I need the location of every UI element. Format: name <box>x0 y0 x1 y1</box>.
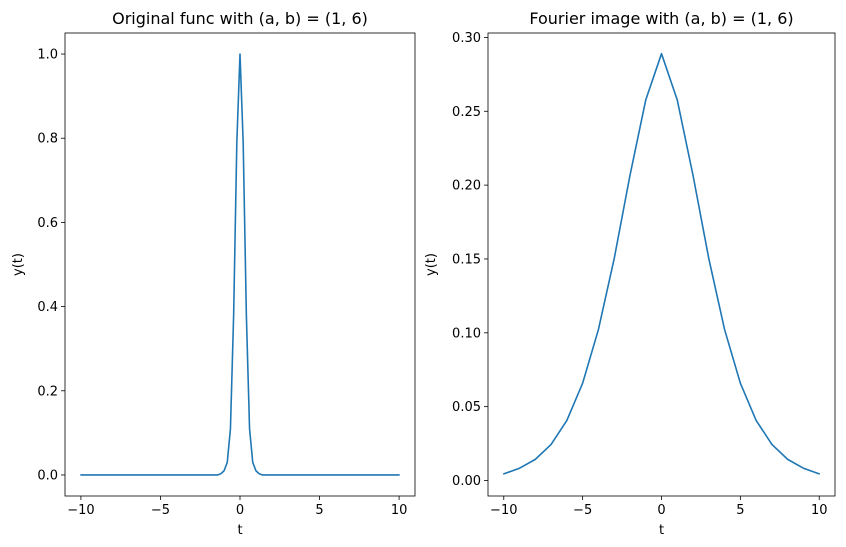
right-y-axis-label: y(t) <box>424 253 439 276</box>
right-x-tick-label: 0 <box>657 503 665 518</box>
right-y-tick-label: 0.20 <box>452 179 481 194</box>
right-chart-title: Fourier image with (a, b) = (1, 6) <box>529 9 793 28</box>
left-chart-panel: Original func with (a, b) = (1, 6) −10 −5 0… <box>11 9 416 538</box>
left-x-axis-label: t <box>237 523 242 538</box>
left-y-tick-label: 0.2 <box>37 384 58 399</box>
right-chart-panel: Fourier image with (a, b) = (1, 6) −10 −5 0… <box>424 9 836 538</box>
right-y-tick-label: 0.00 <box>452 474 481 489</box>
right-series-line-0 <box>502 52 821 475</box>
left-y-tick-label: 0.8 <box>37 132 58 147</box>
left-y-tick-label: 1.0 <box>37 48 58 63</box>
right-x-axis-label: t <box>659 523 664 538</box>
left-x-tick-label: −5 <box>151 503 170 518</box>
left-x-tick-label: −10 <box>67 503 94 518</box>
left-x-tick-label: 10 <box>391 503 408 518</box>
left-x-tick-label: 5 <box>315 503 323 518</box>
right-y-tick-label: 0.05 <box>452 400 481 415</box>
right-y-tick-label: 0.15 <box>452 252 481 267</box>
right-x-tick-label: 10 <box>811 503 828 518</box>
right-y-tick-label: 0.25 <box>452 105 481 120</box>
left-y-tick-label: 0.0 <box>37 468 58 483</box>
left-y-tick-label: 0.6 <box>37 216 58 231</box>
right-x-tick-label: −5 <box>573 503 592 518</box>
left-x-tick-label: 0 <box>236 503 244 518</box>
left-y-axis-label: y(t) <box>11 253 26 276</box>
left-series-line-0 <box>80 53 400 476</box>
left-chart-title: Original func with (a, b) = (1, 6) <box>112 9 368 28</box>
right-y-tick-label: 0.10 <box>452 326 481 341</box>
right-y-tick-label: 0.30 <box>452 31 481 46</box>
right-x-tick-label: −10 <box>490 503 517 518</box>
left-y-tick-label: 0.4 <box>37 300 58 315</box>
right-x-tick-label: 5 <box>736 503 744 518</box>
